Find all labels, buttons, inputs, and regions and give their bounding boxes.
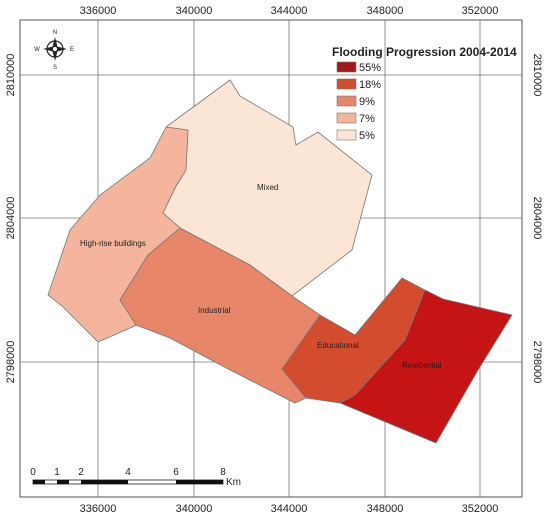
y-tick-right-2: 2798000 <box>531 341 543 384</box>
north-arrow-icon: N S E W <box>34 30 74 71</box>
compass-e: E <box>70 47 74 53</box>
x-tick-bottom-1: 340000 <box>176 503 213 515</box>
y-ticks-left: 2810000 2804000 2798000 <box>5 54 17 384</box>
legend-label-0: 55% <box>359 62 381 74</box>
scale-unit: Km <box>226 477 241 488</box>
compass-w: W <box>34 47 40 53</box>
compass-n: N <box>53 30 57 36</box>
legend-label-1: 18% <box>359 79 381 91</box>
x-tick-bottom-3: 348000 <box>367 503 404 515</box>
scale-tick-5: 8 <box>220 467 226 478</box>
region-label-residential: Residential <box>402 361 442 370</box>
legend-swatch-4 <box>336 129 357 141</box>
x-tick-bottom-4: 352000 <box>462 503 499 515</box>
region-residential <box>339 289 513 444</box>
x-tick-bottom-2: 344000 <box>271 503 308 515</box>
x-tick-top-3: 348000 <box>367 5 404 17</box>
region-industrial <box>119 227 321 404</box>
scale-tick-2: 2 <box>78 467 84 478</box>
scale-tick-3: 4 <box>125 467 131 478</box>
y-tick-left-2: 2798000 <box>5 341 17 384</box>
x-ticks-bottom: 336000 340000 344000 348000 352000 <box>80 503 499 515</box>
zones <box>47 79 513 444</box>
scale-tick-4: 6 <box>173 467 179 478</box>
x-tick-top-1: 340000 <box>176 5 213 17</box>
y-ticks-right: 2810000 2804000 2798000 <box>531 54 543 384</box>
region-label-educational: Educational <box>317 341 359 350</box>
x-tick-top-0: 336000 <box>80 5 117 17</box>
scale-bar: 0 1 2 4 6 8 Km <box>30 467 241 488</box>
region-label-industrial: Industrial <box>198 306 231 315</box>
legend-label-4: 5% <box>359 130 375 142</box>
legend-swatch-0 <box>336 61 357 73</box>
legend-label-2: 9% <box>359 96 375 108</box>
scale-tick-0: 0 <box>30 467 36 478</box>
region-label-mixed: Mixed <box>257 183 278 192</box>
legend-label-3: 7% <box>359 113 375 125</box>
x-tick-top-2: 344000 <box>271 5 308 17</box>
compass-s: S <box>53 65 57 71</box>
legend-swatch-1 <box>336 78 357 90</box>
x-ticks-top: 336000 340000 344000 348000 352000 <box>80 5 499 17</box>
legend-swatch-3 <box>336 112 357 124</box>
x-tick-bottom-0: 336000 <box>80 503 117 515</box>
region-label-high-rise-buildings: High-rise buildings <box>80 239 146 248</box>
y-tick-right-1: 2804000 <box>531 197 543 240</box>
graticule <box>20 20 522 497</box>
y-tick-right-0: 2810000 <box>531 54 543 97</box>
x-tick-top-4: 352000 <box>462 5 499 17</box>
scale-tick-1: 1 <box>54 467 60 478</box>
y-tick-left-0: 2810000 <box>5 54 17 97</box>
legend-swatch-2 <box>336 95 357 107</box>
legend-title: Flooding Progression 2004-2014 <box>332 45 517 59</box>
legend: Flooding Progression 2004-2014 55% 18% 9… <box>332 45 517 142</box>
y-tick-left-1: 2804000 <box>5 197 17 240</box>
